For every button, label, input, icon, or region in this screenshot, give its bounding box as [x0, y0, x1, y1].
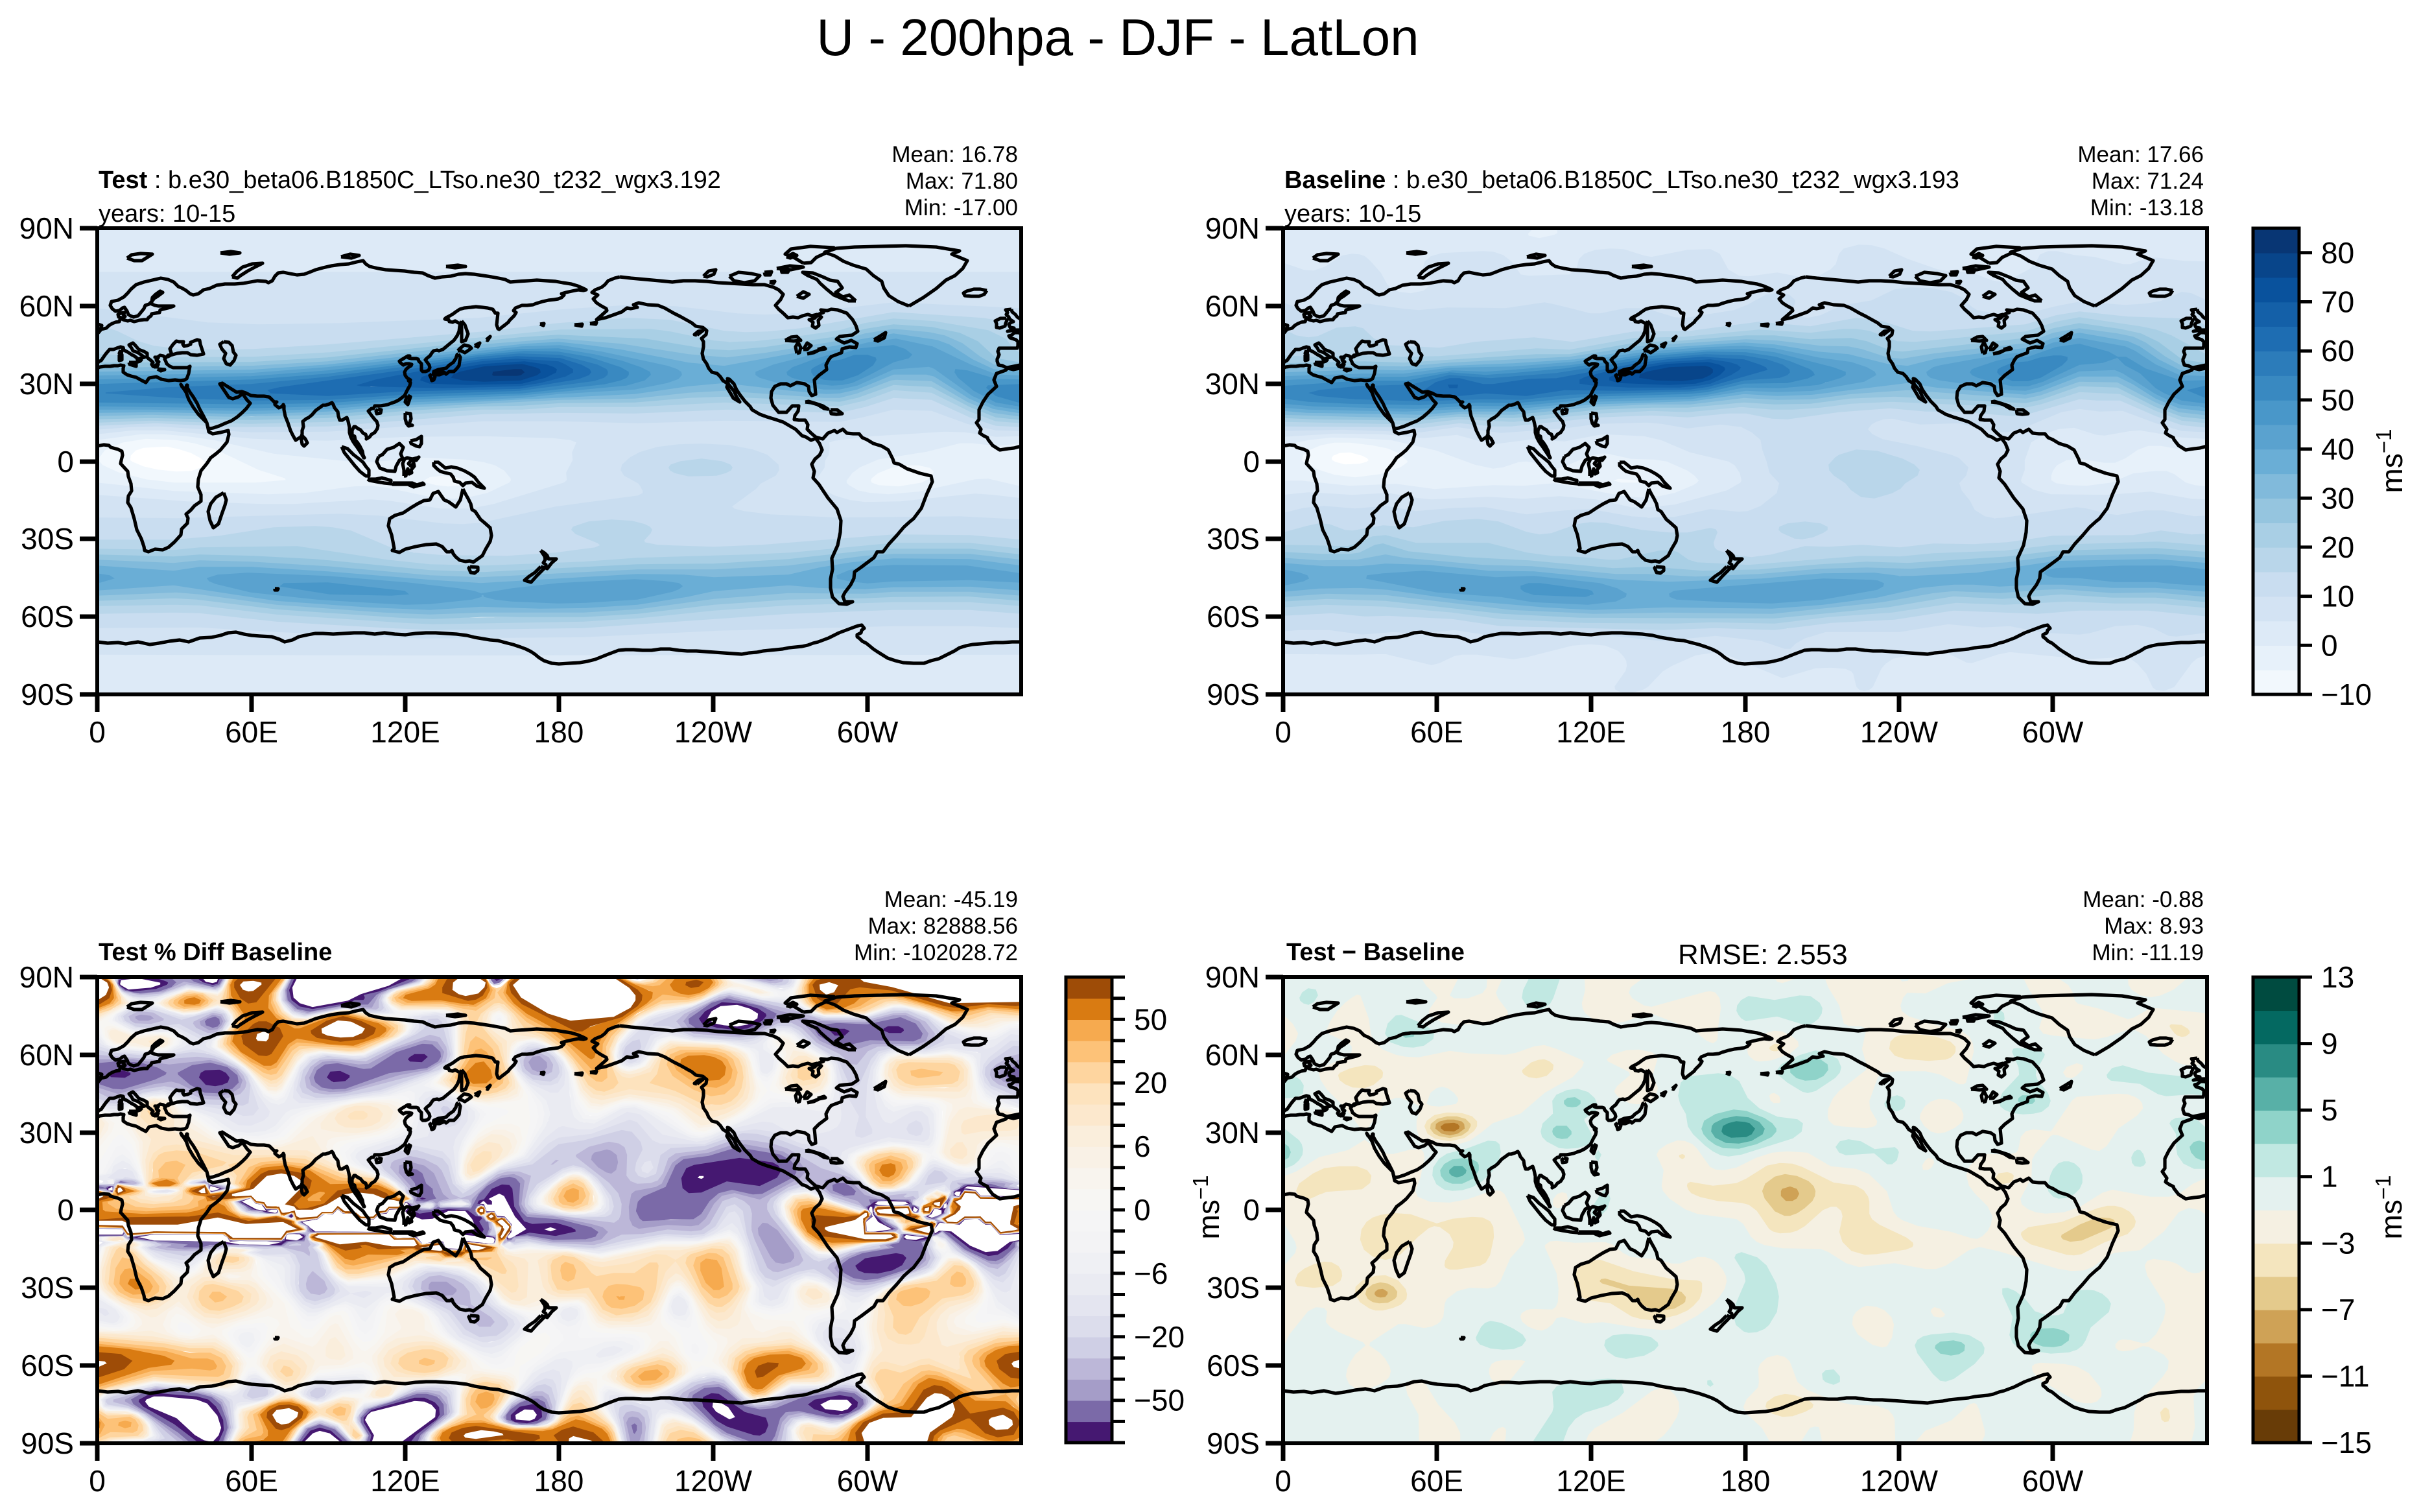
- svg-text:Max: 71.80: Max: 71.80: [906, 169, 1018, 194]
- svg-text:60S: 60S: [21, 600, 74, 633]
- svg-text:Max: 8.93: Max: 8.93: [2104, 914, 2204, 939]
- svg-text:180: 180: [534, 1464, 584, 1498]
- svg-text:60N: 60N: [1205, 289, 1260, 323]
- svg-text:Mean: -45.19: Mean: -45.19: [884, 887, 1018, 912]
- svg-text:180: 180: [1721, 715, 1771, 749]
- svg-text:0: 0: [89, 715, 106, 749]
- svg-text:−6: −6: [1134, 1257, 1168, 1290]
- svg-text:30N: 30N: [19, 367, 74, 401]
- svg-text:−20: −20: [1134, 1320, 1185, 1354]
- svg-text:Mean: -0.88: Mean: -0.88: [2083, 887, 2204, 912]
- svg-text:9: 9: [2321, 1027, 2338, 1061]
- svg-text:60W: 60W: [2022, 715, 2084, 749]
- svg-text:60: 60: [2321, 334, 2354, 368]
- svg-text:13: 13: [2321, 960, 2354, 994]
- svg-text:Min: -11.19: Min: -11.19: [2092, 940, 2204, 965]
- svg-text:20: 20: [2321, 530, 2354, 564]
- svg-text:Mean: 16.78: Mean: 16.78: [891, 142, 1018, 167]
- svg-text:60N: 60N: [19, 1038, 74, 1072]
- svg-text:90S: 90S: [1207, 1426, 1260, 1460]
- svg-text:60E: 60E: [225, 715, 278, 749]
- svg-text:−15: −15: [2321, 1426, 2372, 1459]
- svg-text:0: 0: [57, 445, 74, 478]
- svg-text:60W: 60W: [837, 1464, 899, 1498]
- svg-text:120E: 120E: [370, 715, 440, 749]
- svg-text:Test − Baseline: Test − Baseline: [1286, 939, 1465, 966]
- svg-text:0: 0: [1243, 445, 1260, 478]
- svg-text:−50: −50: [1134, 1384, 1185, 1417]
- svg-text:80: 80: [2321, 236, 2354, 270]
- svg-text:U - 200hpa - DJF - LatLon: U - 200hpa - DJF - LatLon: [816, 8, 1419, 66]
- svg-text:90S: 90S: [21, 678, 74, 711]
- svg-text:Max: 71.24: Max: 71.24: [2092, 169, 2204, 194]
- svg-text:120E: 120E: [370, 1464, 440, 1498]
- svg-text:0: 0: [1134, 1193, 1151, 1227]
- svg-text:30S: 30S: [21, 522, 74, 556]
- svg-text:Min: -13.18: Min: -13.18: [2090, 195, 2204, 220]
- svg-text:30: 30: [2321, 481, 2354, 515]
- svg-text:50: 50: [2321, 383, 2354, 417]
- svg-text:0: 0: [1275, 715, 1292, 749]
- svg-text:30N: 30N: [19, 1116, 74, 1150]
- svg-text:90S: 90S: [1207, 678, 1260, 711]
- svg-text:Mean: 17.66: Mean: 17.66: [2077, 142, 2204, 167]
- svg-text:60W: 60W: [837, 715, 899, 749]
- svg-text:years: 10-15: years: 10-15: [99, 200, 235, 228]
- svg-text:120E: 120E: [1556, 715, 1625, 749]
- svg-text:60E: 60E: [225, 1464, 278, 1498]
- svg-text:years: 10-15: years: 10-15: [1284, 200, 1421, 228]
- svg-text:5: 5: [2321, 1093, 2338, 1127]
- svg-text:0: 0: [2321, 628, 2338, 662]
- svg-text:120E: 120E: [1556, 1464, 1625, 1498]
- svg-text:10: 10: [2321, 580, 2354, 613]
- svg-text:20: 20: [1134, 1066, 1167, 1100]
- svg-text:−10: −10: [2321, 678, 2372, 711]
- svg-text:Min: -102028.72: Min: -102028.72: [854, 940, 1018, 965]
- svg-text:1: 1: [2321, 1160, 2338, 1194]
- svg-text:−3: −3: [2321, 1226, 2355, 1260]
- svg-text:60N: 60N: [1205, 1038, 1260, 1072]
- svg-text:60W: 60W: [2022, 1464, 2084, 1498]
- svg-text:30S: 30S: [1207, 522, 1260, 556]
- svg-text:60N: 60N: [19, 289, 74, 323]
- svg-text:120W: 120W: [674, 1464, 753, 1498]
- svg-text:40: 40: [2321, 432, 2354, 466]
- svg-text:Test : b.e30_beta06.B1850C_LTs: Test : b.e30_beta06.B1850C_LTso.ne30_t23…: [99, 167, 721, 194]
- svg-text:60S: 60S: [1207, 600, 1260, 633]
- svg-text:Test % Diff Baseline: Test % Diff Baseline: [99, 939, 332, 966]
- svg-text:60S: 60S: [21, 1349, 74, 1382]
- svg-text:60E: 60E: [1410, 715, 1463, 749]
- svg-text:120W: 120W: [1860, 1464, 1939, 1498]
- svg-text:90N: 90N: [19, 211, 74, 245]
- svg-text:90N: 90N: [1205, 211, 1260, 245]
- svg-text:70: 70: [2321, 285, 2354, 319]
- svg-text:30S: 30S: [21, 1271, 74, 1305]
- svg-text:Min: -17.00: Min: -17.00: [904, 195, 1018, 220]
- svg-text:Max: 82888.56: Max: 82888.56: [868, 914, 1018, 939]
- svg-text:Baseline : b.e30_beta06.B1850C: Baseline : b.e30_beta06.B1850C_LTso.ne30…: [1284, 167, 1959, 194]
- svg-text:6: 6: [1134, 1129, 1151, 1163]
- svg-text:120W: 120W: [674, 715, 753, 749]
- svg-text:60S: 60S: [1207, 1349, 1260, 1382]
- svg-text:180: 180: [1721, 1464, 1771, 1498]
- svg-text:90N: 90N: [19, 960, 74, 994]
- svg-text:0: 0: [57, 1193, 74, 1227]
- svg-text:30N: 30N: [1205, 1116, 1260, 1150]
- svg-text:−7: −7: [2321, 1293, 2355, 1327]
- svg-text:180: 180: [534, 715, 584, 749]
- svg-text:50: 50: [1134, 1002, 1167, 1036]
- svg-text:0: 0: [1243, 1193, 1260, 1227]
- svg-text:90S: 90S: [21, 1426, 74, 1460]
- svg-text:90N: 90N: [1205, 960, 1260, 994]
- svg-text:120W: 120W: [1860, 715, 1939, 749]
- svg-text:30S: 30S: [1207, 1271, 1260, 1305]
- svg-text:30N: 30N: [1205, 367, 1260, 401]
- svg-text:RMSE: 2.553: RMSE: 2.553: [1678, 939, 1848, 971]
- svg-text:60E: 60E: [1410, 1464, 1463, 1498]
- svg-text:0: 0: [1275, 1464, 1292, 1498]
- svg-text:0: 0: [89, 1464, 106, 1498]
- svg-text:−11: −11: [2321, 1359, 2370, 1393]
